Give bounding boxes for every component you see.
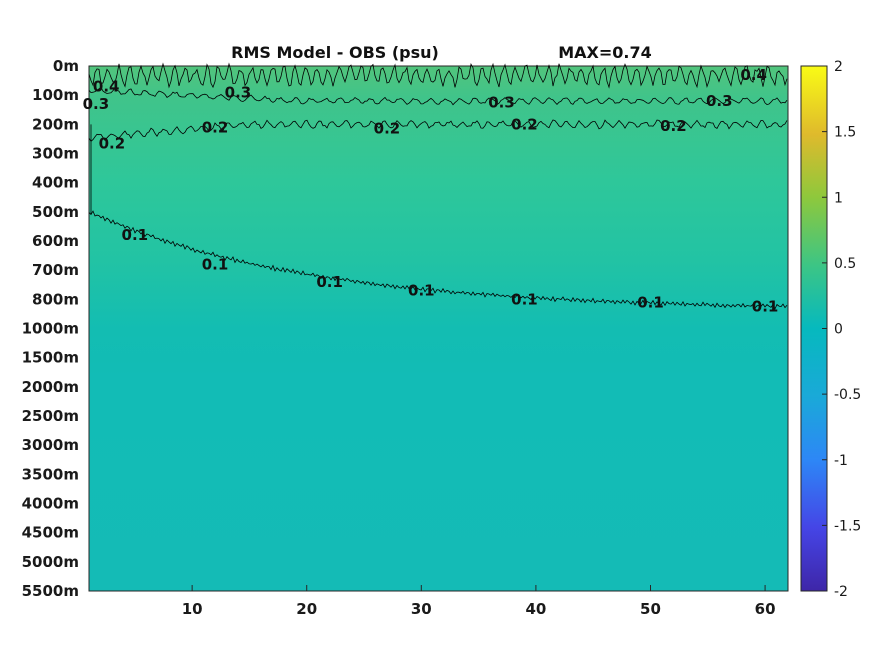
contour-label: 0.3 [706, 92, 733, 110]
contour-line-0.1 [88, 210, 788, 310]
x-tick-label: 40 [525, 600, 546, 618]
y-tick-label: 1500m [22, 349, 79, 367]
contour-label: 0.2 [660, 117, 687, 135]
y-tick-label: 1000m [22, 320, 79, 338]
colorbar-tick-label: -0.5 [834, 387, 861, 403]
x-tick-label: 60 [755, 600, 776, 618]
x-tick-label: 10 [182, 600, 203, 618]
y-tick-label: 500m [32, 203, 79, 221]
colorbar-tick-label: 1.5 [834, 125, 856, 141]
contour-label: 0.1 [511, 290, 538, 308]
y-tick-label: 5500m [22, 582, 79, 600]
y-tick-label: 100m [32, 86, 79, 104]
contour-label: 0.2 [202, 118, 229, 136]
y-tick-label: 3000m [22, 436, 79, 454]
contour-label: 0.1 [122, 226, 149, 244]
y-tick-label: 600m [32, 232, 79, 250]
colorbar-tick-label: -1 [834, 453, 848, 469]
contour-labels: 0.40.30.30.3 0.30.40.20.2 0.2 0.2 0.20.10.10… [83, 66, 779, 316]
y-tick-label: 300m [32, 145, 79, 163]
heatmap-field [89, 66, 788, 591]
contour-line-0.2 [88, 119, 788, 142]
colorbar-tick-label: 0.5 [834, 256, 856, 272]
contour-label: 0.3 [83, 95, 110, 113]
y-tick-label: 5000m [22, 553, 79, 571]
y-tick-label: 2000m [22, 378, 79, 396]
contour-line-0.4 [88, 62, 788, 89]
y-tick-label: 3500m [22, 465, 79, 483]
y-axis-depth-ticks: 0m 100m 200m 300m 400m 500m 600m 700m 800m 1000m 1… [22, 57, 79, 600]
contour-label: 0.4 [740, 66, 767, 84]
colorbar-tick-label: 0 [834, 322, 843, 338]
plot-frame [88, 65, 789, 592]
contour-label: 0.1 [202, 255, 229, 273]
x-tick-label: 20 [296, 600, 317, 618]
contour-lines [88, 62, 788, 310]
colorbar-tick-label: -2 [834, 584, 848, 600]
contour-label: 0.4 [93, 77, 120, 95]
contour-label: 0.3 [488, 93, 515, 111]
contour-line-0.3 [88, 87, 788, 106]
y-tick-label: 800m [32, 290, 79, 308]
y-tick-label: 4000m [22, 495, 79, 513]
x-tick-label: 30 [411, 600, 432, 618]
contour-label: 0.2 [511, 115, 538, 133]
colorbar-ticks: 2 1.5 1 0.5 0 -0.5 -1 -1.5 -2 [822, 59, 861, 600]
contour-label: 0.1 [408, 282, 435, 300]
colorbar-tick-label: 2 [834, 59, 843, 75]
y-tick-label: 400m [32, 174, 79, 192]
contour-label: 0.1 [752, 298, 779, 316]
x-tick-label: 50 [640, 600, 661, 618]
y-tick-label: 4500m [22, 524, 79, 542]
colorbar-tick-label: 1 [834, 190, 843, 206]
y-tick-label: 700m [32, 261, 79, 279]
colorbar-tick-label: -1.5 [834, 518, 861, 534]
max-label: MAX=0.74 [558, 43, 652, 62]
y-tick-label: 0m [53, 57, 79, 75]
contour-label: 0.3 [225, 83, 252, 101]
x-axis-ticks: 10 20 30 40 50 60 [182, 585, 776, 618]
y-tick-label: 2500m [22, 407, 79, 425]
y-tick-label: 200m [32, 115, 79, 133]
contour-label: 0.2 [374, 120, 401, 138]
contour-label: 0.1 [637, 293, 664, 311]
contour-label: 0.1 [316, 273, 343, 291]
chart-title: RMS Model - OBS (psu) [231, 43, 439, 62]
contour-label: 0.2 [99, 134, 126, 152]
